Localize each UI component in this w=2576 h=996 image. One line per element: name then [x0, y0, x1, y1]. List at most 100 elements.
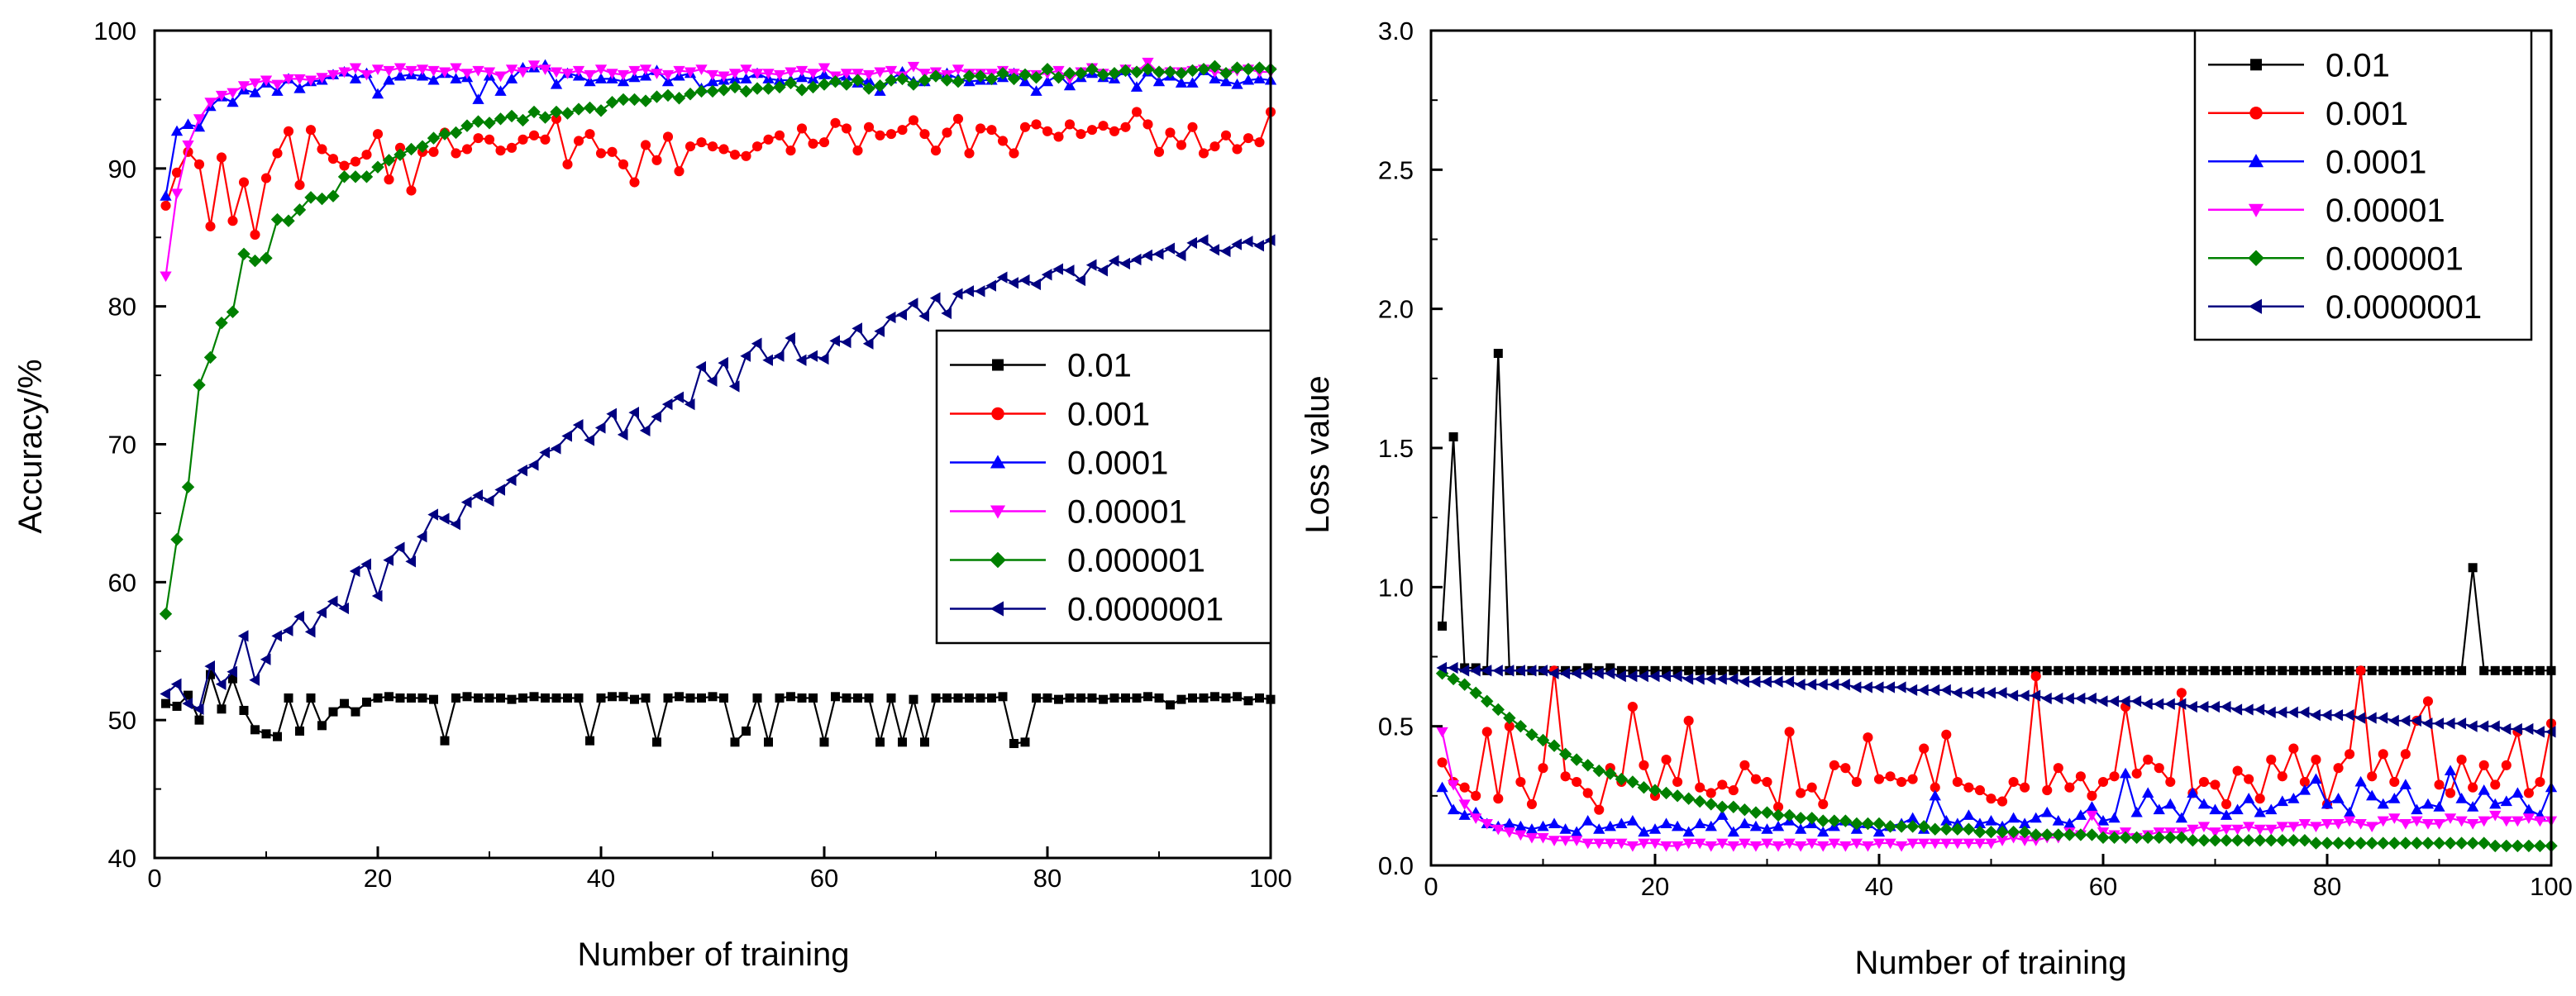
- accuracy-data-point: [1009, 148, 1019, 159]
- accuracy-data-point: [404, 142, 418, 156]
- loss-data-point: [2534, 726, 2545, 738]
- loss-data-point: [1939, 822, 1953, 836]
- loss-data-point: [2468, 563, 2478, 573]
- accuracy-y-tick-label: 70: [108, 431, 136, 460]
- accuracy-data-point: [852, 322, 862, 335]
- accuracy-data-point: [193, 114, 206, 125]
- loss-data-point: [1537, 665, 1548, 677]
- loss-data-point: [2143, 755, 2154, 765]
- accuracy-data-point: [1197, 63, 1210, 76]
- loss-data-point: [1963, 809, 1975, 820]
- accuracy-data-point: [773, 350, 785, 362]
- loss-data-point: [2377, 816, 2389, 827]
- loss-data-point: [1895, 681, 1906, 693]
- accuracy-legend-item: 0.00001: [950, 494, 1187, 531]
- accuracy-data-point: [1209, 141, 1220, 152]
- accuracy-data-point: [1219, 67, 1233, 80]
- loss-data-point: [2389, 776, 2400, 788]
- accuracy-data-point: [495, 145, 506, 156]
- accuracy-data-point: [985, 72, 999, 86]
- loss-data-point: [1660, 841, 1672, 852]
- accuracy-x-tick-label: 80: [1033, 864, 1061, 893]
- loss-legend: 0.01 0.001 0.0001 0.00001 0.000001 0.0000001: [2193, 29, 2533, 341]
- loss-data-point: [1807, 665, 1817, 675]
- loss-data-point: [1615, 817, 1628, 828]
- accuracy-data-point: [840, 336, 852, 349]
- loss-data-point: [2411, 665, 2421, 675]
- accuracy-series-line: [165, 111, 1272, 236]
- loss-data-point: [1616, 665, 1626, 675]
- accuracy-data-point: [1186, 77, 1199, 88]
- loss-data-point: [1695, 782, 1705, 793]
- accuracy-x-tick-label: 20: [364, 864, 392, 893]
- loss-data-point: [1772, 820, 1785, 832]
- loss-data-point: [2244, 665, 2254, 675]
- accuracy-data-point: [673, 391, 684, 403]
- loss-data-point: [1796, 788, 1806, 798]
- loss-data-point: [2042, 665, 2052, 675]
- accuracy-data-point: [717, 83, 731, 97]
- loss-series-line: [1441, 770, 2553, 833]
- loss-data-point: [2512, 665, 2522, 675]
- accuracy-legend-item: 0.0001: [950, 446, 1168, 482]
- loss-data-point: [2243, 703, 2254, 716]
- accuracy-data-point: [941, 307, 952, 320]
- loss-data-point: [2421, 819, 2435, 830]
- loss-data-point: [2209, 803, 2221, 815]
- loss-data-point: [1592, 764, 1605, 778]
- accuracy-data-point: [338, 67, 351, 79]
- loss-data-point: [1761, 823, 1773, 834]
- loss-data-point: [2523, 788, 2534, 798]
- accuracy-data-point: [561, 107, 575, 120]
- loss-data-point: [2388, 793, 2401, 803]
- accuracy-series-4: [159, 60, 1277, 621]
- accuracy-data-point: [751, 82, 764, 95]
- loss-data-point: [2030, 689, 2041, 702]
- accuracy-legend-marker: [990, 505, 1006, 519]
- accuracy-data-point: [472, 489, 483, 502]
- loss-data-point: [1648, 784, 1662, 797]
- loss-data-point: [2006, 825, 2020, 839]
- accuracy-data-point: [795, 83, 809, 97]
- accuracy-data-point: [1221, 693, 1231, 703]
- loss-data-point: [2444, 765, 2457, 776]
- loss-data-point: [2478, 784, 2490, 795]
- accuracy-data-point: [327, 189, 340, 203]
- loss-data-point: [2165, 776, 2176, 788]
- loss-data-point: [2041, 692, 2052, 705]
- accuracy-data-point: [639, 69, 652, 81]
- loss-data-point: [2119, 831, 2132, 845]
- loss-data-point: [1716, 838, 1729, 850]
- accuracy-y-axis-label: Accuracy/%: [12, 359, 49, 533]
- loss-legend-marker: [2249, 107, 2263, 120]
- loss-data-point: [2276, 706, 2287, 718]
- loss-data-point: [2288, 743, 2299, 754]
- accuracy-data-point: [685, 141, 696, 152]
- loss-data-point: [1481, 665, 1492, 677]
- accuracy-data-point: [662, 131, 674, 142]
- loss-data-point: [2354, 836, 2368, 850]
- accuracy-data-point: [160, 200, 171, 211]
- loss-data-point: [1749, 841, 1763, 852]
- loss-data-point: [2333, 763, 2344, 774]
- accuracy-data-point: [1198, 148, 1209, 159]
- accuracy-data-point: [1019, 122, 1031, 132]
- loss-data-point: [1537, 820, 1549, 832]
- accuracy-data-point: [806, 80, 820, 94]
- accuracy-data-point: [673, 65, 685, 77]
- accuracy-data-point: [460, 496, 472, 508]
- loss-data-point: [1895, 841, 1908, 852]
- accuracy-data-point: [617, 428, 628, 441]
- accuracy-data-point: [697, 693, 706, 703]
- accuracy-data-point: [639, 424, 651, 436]
- loss-data-point: [2142, 698, 2153, 710]
- accuracy-data-point: [795, 354, 807, 366]
- loss-data-point: [2444, 836, 2457, 850]
- accuracy-data-point: [450, 73, 462, 83]
- loss-data-point: [1438, 621, 1448, 631]
- accuracy-data-point: [864, 693, 874, 703]
- loss-data-point: [1794, 812, 1807, 825]
- loss-data-point: [2468, 782, 2478, 793]
- loss-data-point: [1749, 820, 1763, 832]
- accuracy-data-point: [461, 144, 473, 155]
